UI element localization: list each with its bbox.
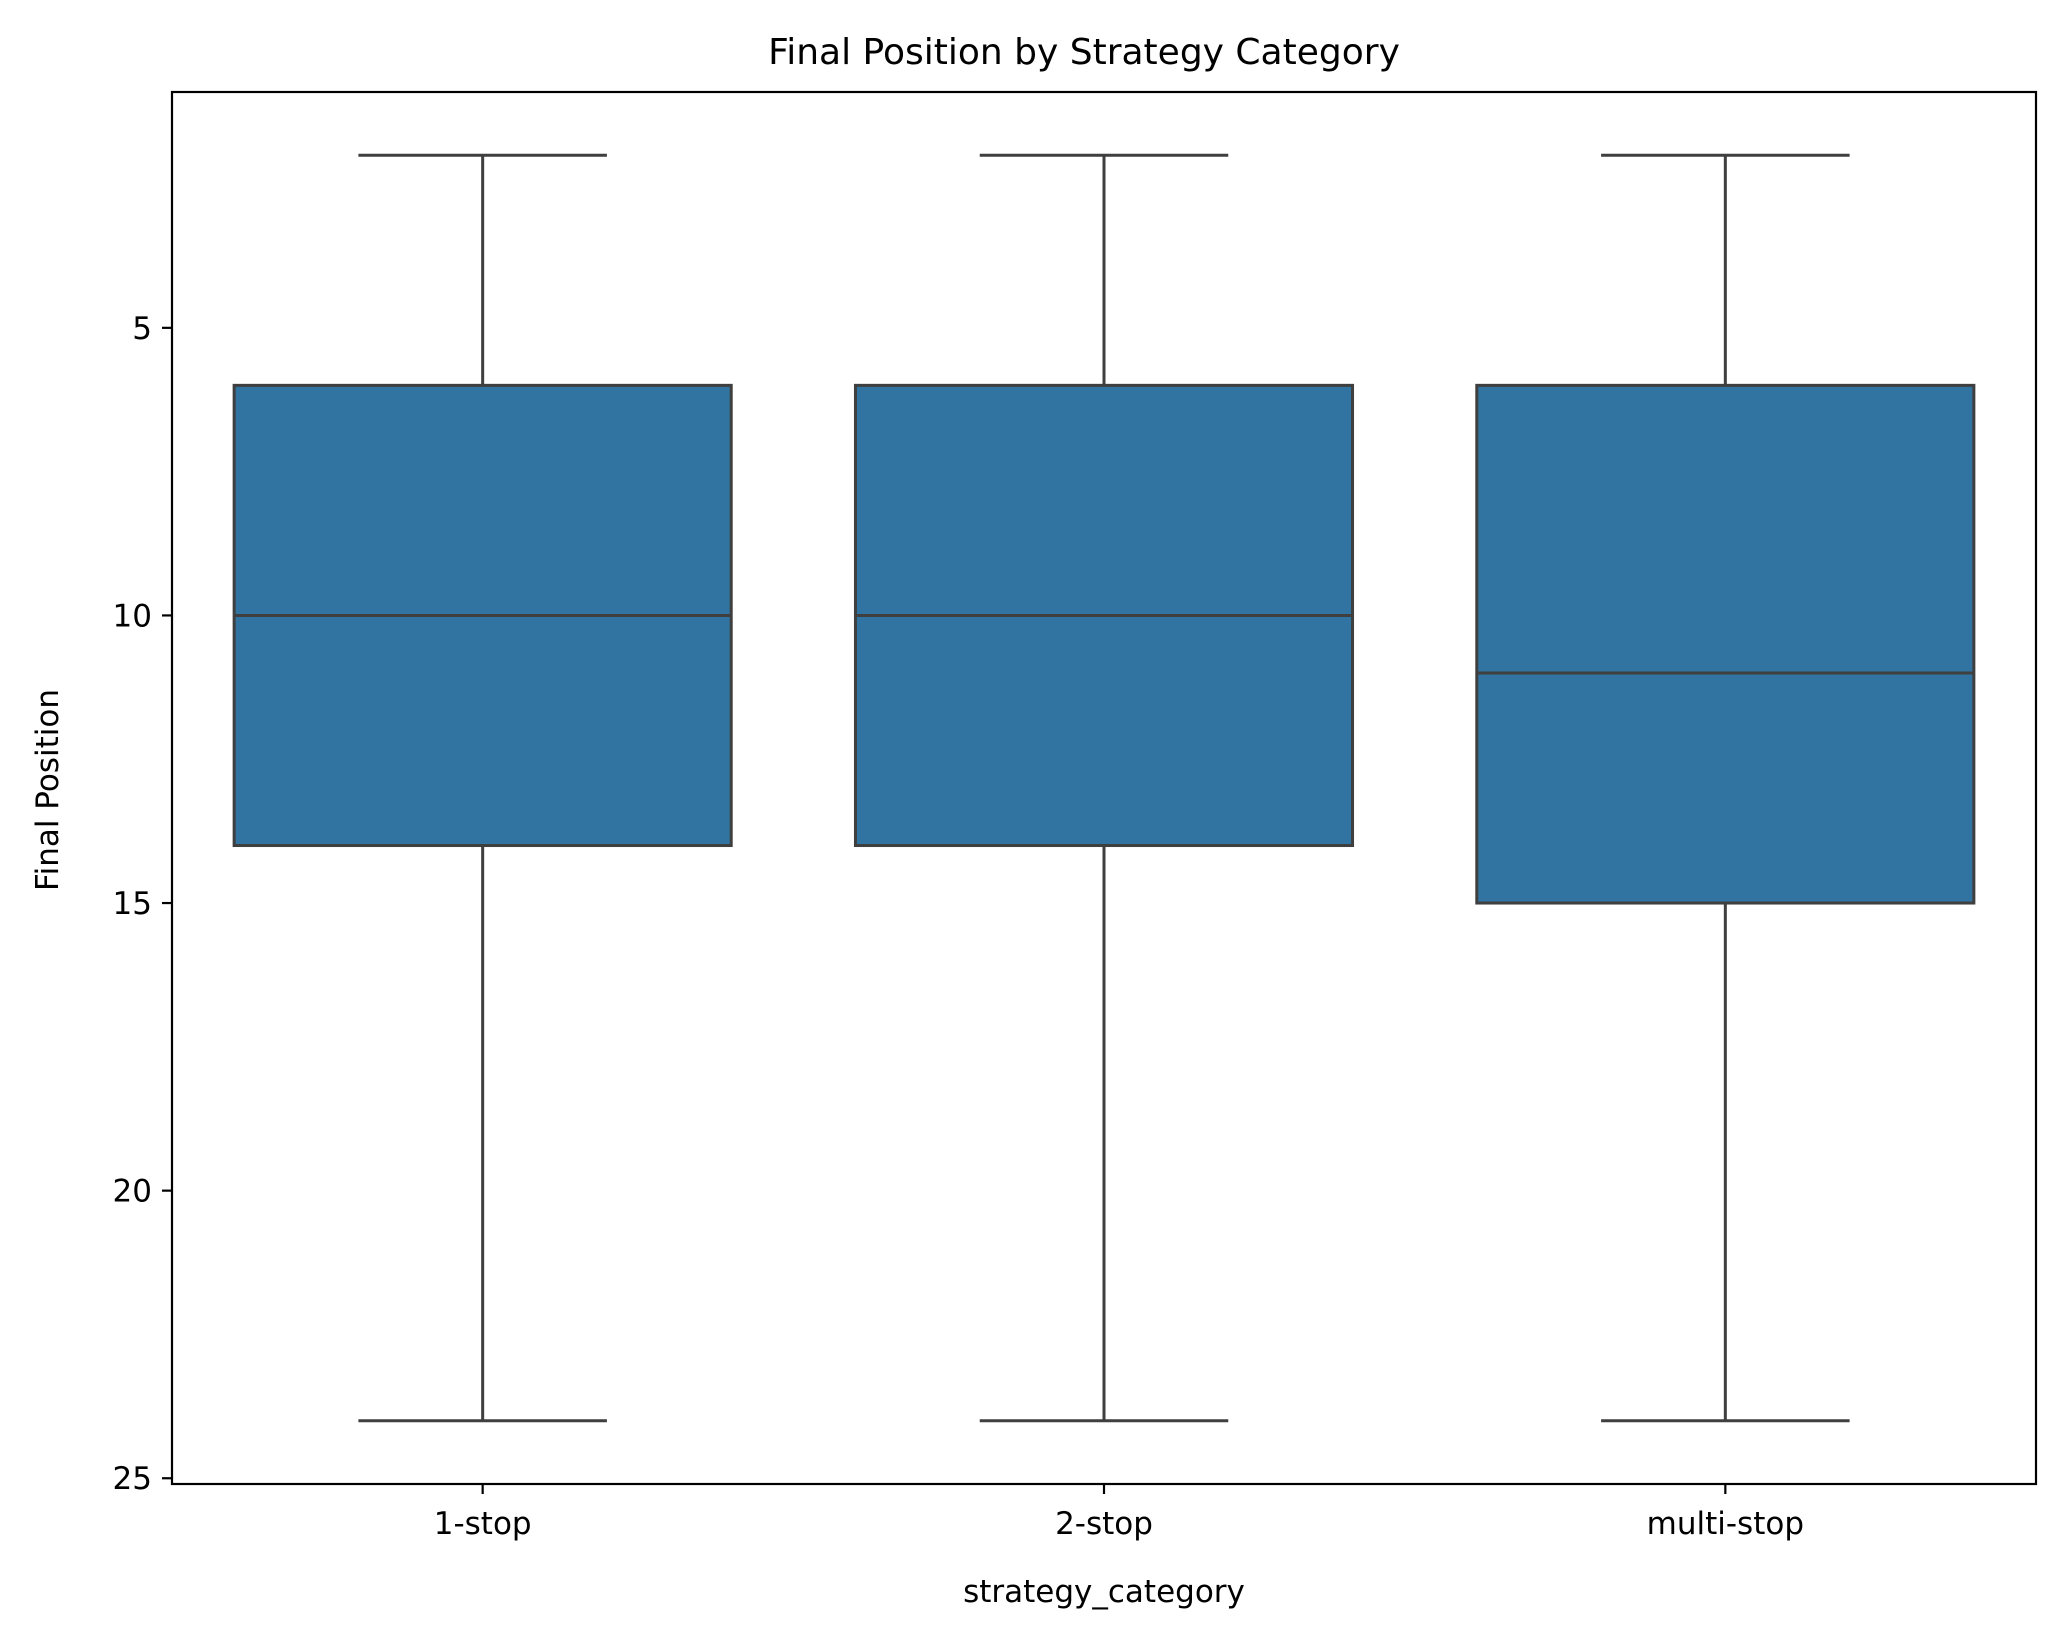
plot-area	[232, 153, 1976, 1423]
y-tick-label: 20	[113, 1174, 152, 1210]
y-axis: 5 10 15 20 25	[113, 311, 172, 1497]
y-tick-label: 5	[132, 311, 152, 347]
box-group-1-stop	[232, 153, 733, 1423]
y-tick-label: 15	[113, 886, 152, 922]
box-iqr	[1475, 383, 1976, 905]
x-axis: 1-stop 2-stop multi-stop	[434, 1484, 1804, 1542]
box-group-2-stop	[853, 153, 1355, 1423]
y-axis-label: Final Position	[30, 689, 66, 891]
x-axis-label: strategy_category	[963, 1574, 1245, 1610]
x-tick-label: multi-stop	[1647, 1506, 1804, 1542]
chart-title: Final Position by Strategy Category	[768, 32, 1400, 73]
box-group-multi-stop	[1475, 153, 1976, 1423]
y-tick-label: 25	[113, 1461, 152, 1497]
x-tick-label: 1-stop	[434, 1506, 532, 1542]
y-tick-label: 10	[113, 598, 152, 634]
x-tick-label: 2-stop	[1055, 1506, 1153, 1542]
